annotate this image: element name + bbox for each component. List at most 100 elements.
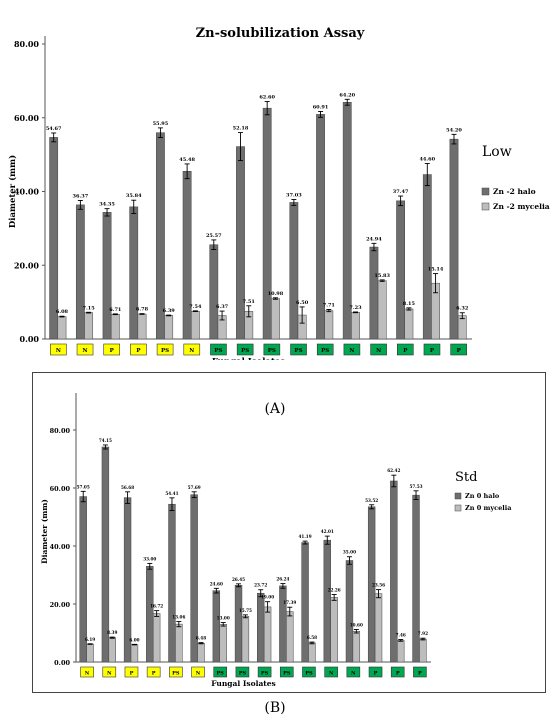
category-label: P	[374, 671, 378, 677]
chart-b-svg: 0.00 20.00 40.00 60.00 80.00 Diameter (mm) 57.…	[40, 393, 512, 688]
data-label: 26.24	[276, 577, 289, 582]
category-box	[343, 343, 361, 356]
data-label: 34.35	[99, 202, 115, 208]
data-label: 35.00	[343, 550, 356, 555]
bar-halo	[301, 542, 309, 663]
category-box	[210, 343, 227, 356]
data-label: 6.32	[456, 306, 469, 312]
bar-halo	[234, 585, 243, 663]
x-axis-label: Fungal Isolates	[211, 679, 276, 688]
category-label: N	[349, 348, 354, 354]
data-label: 15.83	[374, 273, 390, 279]
category-box	[235, 666, 250, 678]
category-box	[156, 343, 174, 356]
bar-mycelia	[197, 642, 205, 663]
data-label: 7.51	[243, 299, 255, 305]
bar-mycelia	[308, 642, 316, 663]
data-label: 36.37	[73, 193, 89, 199]
y-tick-label: 20.00	[14, 260, 39, 270]
bar-mycelia	[397, 640, 405, 663]
data-label: 10.60	[350, 623, 363, 628]
bar-halo	[369, 246, 379, 340]
bar-halo	[412, 494, 420, 663]
bar-mycelia	[457, 315, 467, 340]
y-tick-label: 0.00	[20, 334, 40, 344]
category-box	[316, 343, 334, 356]
data-label: 62.42	[387, 468, 400, 473]
data-label: 6.48	[196, 636, 206, 641]
legend-swatch	[481, 202, 490, 211]
bar-halo	[209, 244, 219, 340]
bar-mycelia	[175, 623, 183, 663]
category-box	[423, 343, 441, 356]
category-box	[370, 343, 387, 356]
data-label: 7.92	[418, 631, 428, 636]
data-label: 53.52	[365, 498, 378, 503]
data-label: 35.84	[126, 193, 142, 199]
category-label: P	[457, 348, 461, 354]
category-label: P	[418, 671, 422, 677]
data-label: 24.60	[210, 581, 223, 586]
bar-mycelia	[404, 308, 414, 340]
y-tick-label: 80.00	[14, 39, 39, 49]
data-label: 55.95	[153, 121, 169, 127]
data-label: 33.00	[143, 556, 156, 561]
category-label: PS	[172, 671, 180, 677]
bar-mycelia	[352, 631, 361, 663]
caption-a: (A)	[264, 401, 286, 417]
category-label: PS	[268, 348, 276, 354]
data-label: 37.47	[393, 189, 409, 195]
category-box	[124, 666, 139, 678]
y-tick-label: 40.00	[50, 543, 71, 551]
bar-mycelia	[108, 637, 116, 663]
chart-panel-b: 0.00 20.00 40.00 60.00 80.00 Diameter (mm) 57.…	[32, 372, 546, 693]
bar-halo	[289, 202, 299, 340]
category-label: P	[403, 348, 407, 354]
category-box	[290, 343, 307, 356]
category-box	[450, 343, 467, 356]
y-axis-label: Diameter (mm)	[40, 499, 49, 564]
data-label: 7.23	[349, 305, 362, 311]
bar-mycelia	[130, 644, 139, 663]
category-label: PS	[261, 671, 269, 677]
category-box	[302, 666, 316, 678]
y-tick-label: 60.00	[14, 113, 39, 123]
data-label: 6.71	[109, 307, 121, 313]
data-label: 23.72	[254, 583, 267, 588]
category-label: N	[189, 348, 194, 354]
data-label: 60.91	[313, 104, 329, 110]
data-label: 44.60	[419, 156, 435, 162]
category-box	[76, 343, 94, 356]
category-box	[102, 666, 117, 678]
category-box	[390, 666, 405, 678]
category-box	[50, 343, 67, 356]
category-box	[80, 666, 94, 678]
data-label: 64.20	[339, 92, 355, 98]
data-label: 26.45	[232, 577, 245, 582]
data-label: 7.54	[189, 304, 202, 310]
chart-a-svg: 0.00 20.00 40.00 60.00 80.00 Diameter (mm) Zn-…	[7, 26, 550, 367]
data-label: 6.37	[216, 304, 229, 310]
legend-title: Std	[455, 470, 477, 485]
bar-mycelia	[84, 312, 94, 340]
bar-mycelia	[241, 616, 250, 663]
data-label: 16.72	[150, 604, 163, 609]
data-label: 22.26	[328, 588, 341, 593]
bar-mycelia	[419, 638, 427, 663]
category-label: N	[107, 671, 112, 677]
bar-mycelia	[219, 624, 227, 663]
bar-halo	[422, 174, 432, 340]
category-box	[169, 666, 183, 678]
data-label: 8.15	[403, 301, 416, 307]
category-label: PS	[283, 671, 291, 677]
y-tick-label: 80.00	[50, 427, 71, 435]
category-box	[279, 666, 294, 678]
category-label: P	[130, 671, 134, 677]
legend-label: Zn 0 mycelia	[465, 504, 512, 512]
y-tick-label: 20.00	[50, 601, 71, 609]
bar-mycelia	[86, 643, 94, 663]
data-label: 19.00	[261, 595, 274, 600]
category-label: N	[351, 671, 356, 677]
data-label: 6.19	[85, 637, 95, 642]
chart-panel-a: 0.00 20.00 40.00 60.00 80.00 Diameter (mm) Zn-…	[0, 0, 550, 367]
